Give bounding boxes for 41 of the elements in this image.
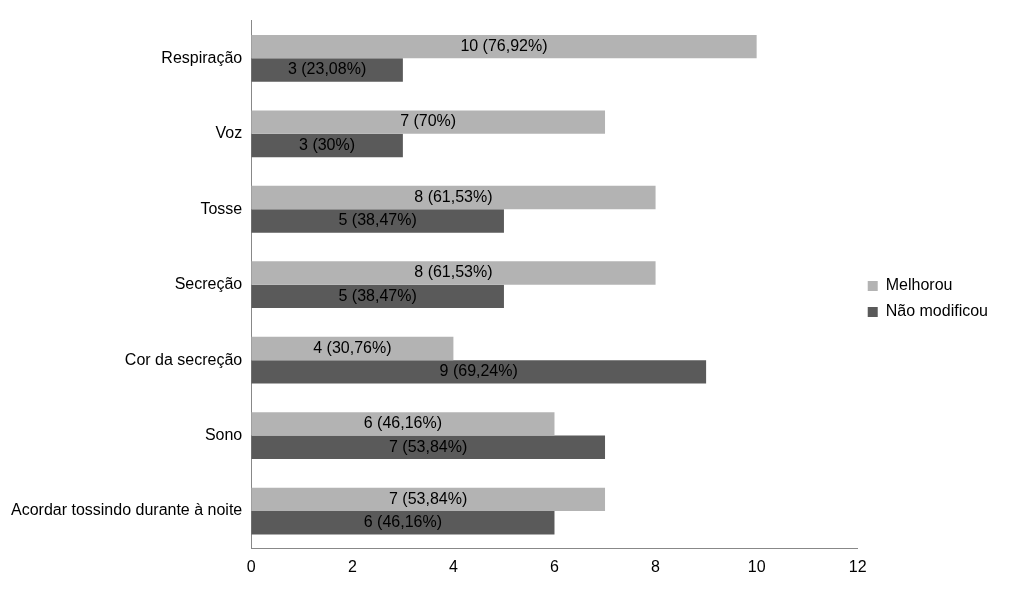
- y-tick-label: Voz: [215, 124, 243, 142]
- legend-label: Não modificou: [885, 302, 989, 320]
- y-tick-label: Cor da secreção: [124, 350, 243, 368]
- bar: [251, 360, 707, 384]
- data-label: 7 (70%): [400, 112, 457, 130]
- bar: [251, 209, 504, 233]
- data-label: 9 (69,24%): [439, 362, 518, 380]
- x-tick-label: 0: [246, 557, 256, 575]
- y-tick-label: Acordar tossindo durante à noite: [10, 501, 243, 519]
- data-label: 6 (46,16%): [363, 513, 443, 531]
- bar: [251, 487, 606, 512]
- bar: [251, 110, 606, 134]
- bar: [251, 261, 656, 285]
- data-label: 7 (53,84%): [389, 437, 468, 455]
- data-label: 5 (38,47%): [338, 211, 417, 229]
- bar: [251, 412, 555, 436]
- y-tick-label: Tosse: [200, 199, 243, 217]
- bar: [251, 284, 504, 309]
- bar: [251, 34, 757, 59]
- x-tick-label: 8: [651, 557, 661, 575]
- x-tick-label: 4: [448, 557, 458, 575]
- x-tick-label: 6: [550, 557, 560, 575]
- data-label: 3 (23,08%): [287, 60, 367, 78]
- x-tick-label: 12: [848, 557, 867, 575]
- data-label: 4 (30,76%): [313, 338, 392, 356]
- data-label: 5 (38,47%): [338, 286, 417, 304]
- data-label: 8 (61,53%): [414, 263, 493, 281]
- y-tick-label: Secreção: [174, 275, 243, 293]
- x-tick-label: 10: [747, 557, 766, 575]
- x-tick-label: 2: [347, 557, 357, 575]
- bar: [251, 185, 656, 210]
- bar: [251, 435, 606, 460]
- data-label: 8 (61,53%): [414, 187, 493, 205]
- legend-label: Melhorou: [885, 276, 953, 294]
- data-label: 10 (76,92%): [460, 37, 548, 55]
- data-label: 3 (30%): [299, 135, 356, 153]
- data-label: 7 (53,84%): [389, 489, 468, 507]
- y-tick-label: Respiração: [161, 48, 243, 66]
- bar: [251, 511, 555, 535]
- y-tick-label: Sono: [204, 426, 243, 444]
- data-label: 6 (46,16%): [363, 414, 443, 432]
